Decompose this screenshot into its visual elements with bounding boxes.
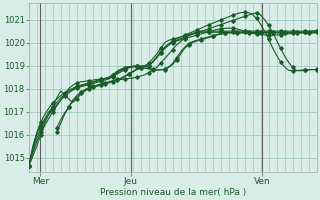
X-axis label: Pression niveau de la mer( hPa ): Pression niveau de la mer( hPa ) bbox=[100, 188, 246, 197]
